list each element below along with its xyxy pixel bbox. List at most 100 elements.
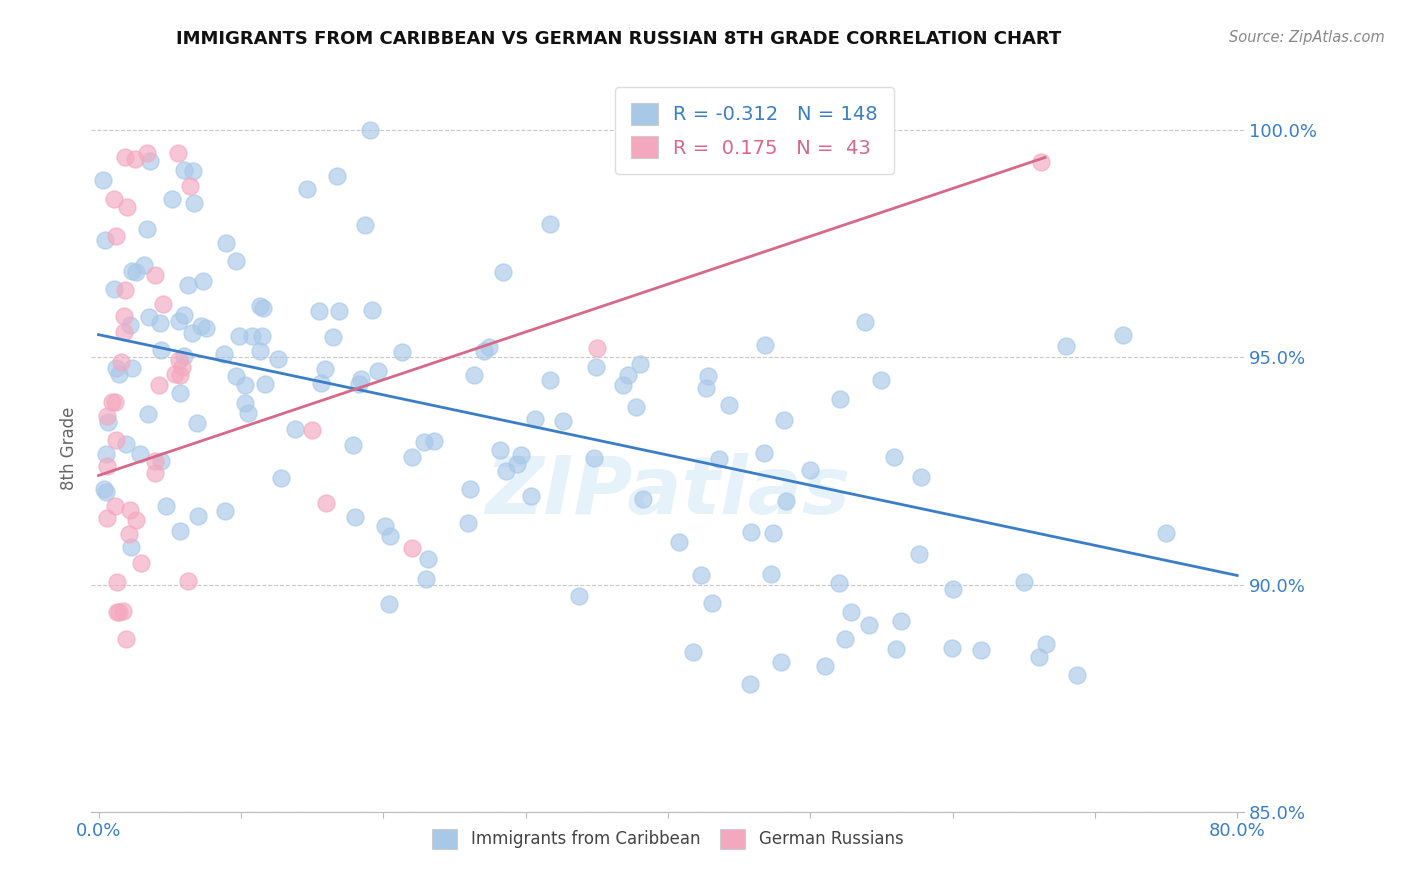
Point — [112, 309, 135, 323]
Point — [93, 482, 115, 496]
Point — [834, 632, 856, 646]
Point — [941, 582, 963, 597]
Point — [136, 407, 159, 421]
Legend: Immigrants from Caribbean, German Russians: Immigrants from Caribbean, German Russia… — [426, 822, 910, 855]
Point — [509, 448, 531, 462]
Point — [181, 164, 204, 178]
Point — [183, 195, 205, 210]
Point — [628, 357, 651, 371]
Point — [169, 385, 191, 400]
Point — [401, 450, 423, 465]
Point — [173, 163, 195, 178]
Point — [828, 392, 851, 406]
Point — [322, 330, 344, 344]
Point — [252, 301, 274, 315]
Point — [107, 367, 129, 381]
Point — [103, 282, 125, 296]
Point — [177, 278, 200, 293]
Point — [173, 308, 195, 322]
Point — [143, 466, 166, 480]
Point — [240, 329, 263, 343]
Point — [167, 353, 190, 368]
Point — [187, 508, 209, 523]
Point — [194, 320, 217, 334]
Point — [143, 268, 166, 282]
Point — [112, 325, 135, 339]
Point — [478, 340, 501, 354]
Point — [284, 422, 307, 436]
Point — [117, 526, 139, 541]
Point — [472, 343, 495, 358]
Point — [328, 304, 350, 318]
Point — [342, 438, 364, 452]
Point — [585, 341, 607, 355]
Point — [190, 318, 212, 333]
Point — [165, 367, 187, 381]
Point — [401, 541, 423, 556]
Point — [149, 343, 172, 358]
Point — [104, 360, 127, 375]
Point — [121, 361, 143, 376]
Point — [489, 442, 512, 457]
Point — [523, 411, 546, 425]
Point — [110, 355, 132, 369]
Point — [308, 304, 330, 318]
Point — [179, 179, 201, 194]
Point — [214, 236, 236, 251]
Point — [1154, 526, 1177, 541]
Point — [124, 265, 146, 279]
Point — [1112, 328, 1135, 343]
Point — [191, 273, 214, 287]
Point — [1028, 650, 1050, 665]
Point — [148, 378, 170, 392]
Point — [761, 567, 783, 582]
Point — [347, 376, 370, 391]
Point — [301, 423, 323, 437]
Point — [612, 378, 634, 392]
Point — [463, 368, 485, 382]
Point — [343, 510, 366, 524]
Point — [115, 437, 138, 451]
Point — [249, 299, 271, 313]
Point — [775, 493, 797, 508]
Point — [212, 347, 235, 361]
Point — [101, 394, 124, 409]
Point — [111, 604, 134, 618]
Point — [567, 590, 589, 604]
Point — [233, 396, 256, 410]
Point — [702, 596, 724, 610]
Point — [103, 192, 125, 206]
Point — [884, 642, 907, 657]
Point — [367, 364, 389, 378]
Point — [152, 297, 174, 311]
Point — [1066, 668, 1088, 682]
Point — [114, 283, 136, 297]
Point — [326, 169, 349, 183]
Point — [889, 614, 911, 628]
Point — [96, 510, 118, 524]
Point — [740, 677, 762, 691]
Point — [520, 489, 543, 503]
Point — [225, 254, 247, 268]
Point — [350, 372, 373, 386]
Point — [359, 123, 381, 137]
Point — [124, 152, 146, 166]
Point — [155, 500, 177, 514]
Point — [170, 359, 193, 374]
Point — [941, 641, 963, 656]
Point — [186, 417, 208, 431]
Point — [267, 351, 290, 366]
Point — [870, 373, 893, 387]
Point — [91, 173, 114, 187]
Point — [374, 518, 396, 533]
Point — [1054, 339, 1077, 353]
Point — [415, 572, 437, 586]
Point — [105, 433, 128, 447]
Point — [799, 463, 821, 477]
Point — [770, 655, 793, 669]
Point — [249, 343, 271, 358]
Point — [253, 376, 276, 391]
Point — [682, 645, 704, 659]
Point — [104, 499, 127, 513]
Point — [413, 435, 436, 450]
